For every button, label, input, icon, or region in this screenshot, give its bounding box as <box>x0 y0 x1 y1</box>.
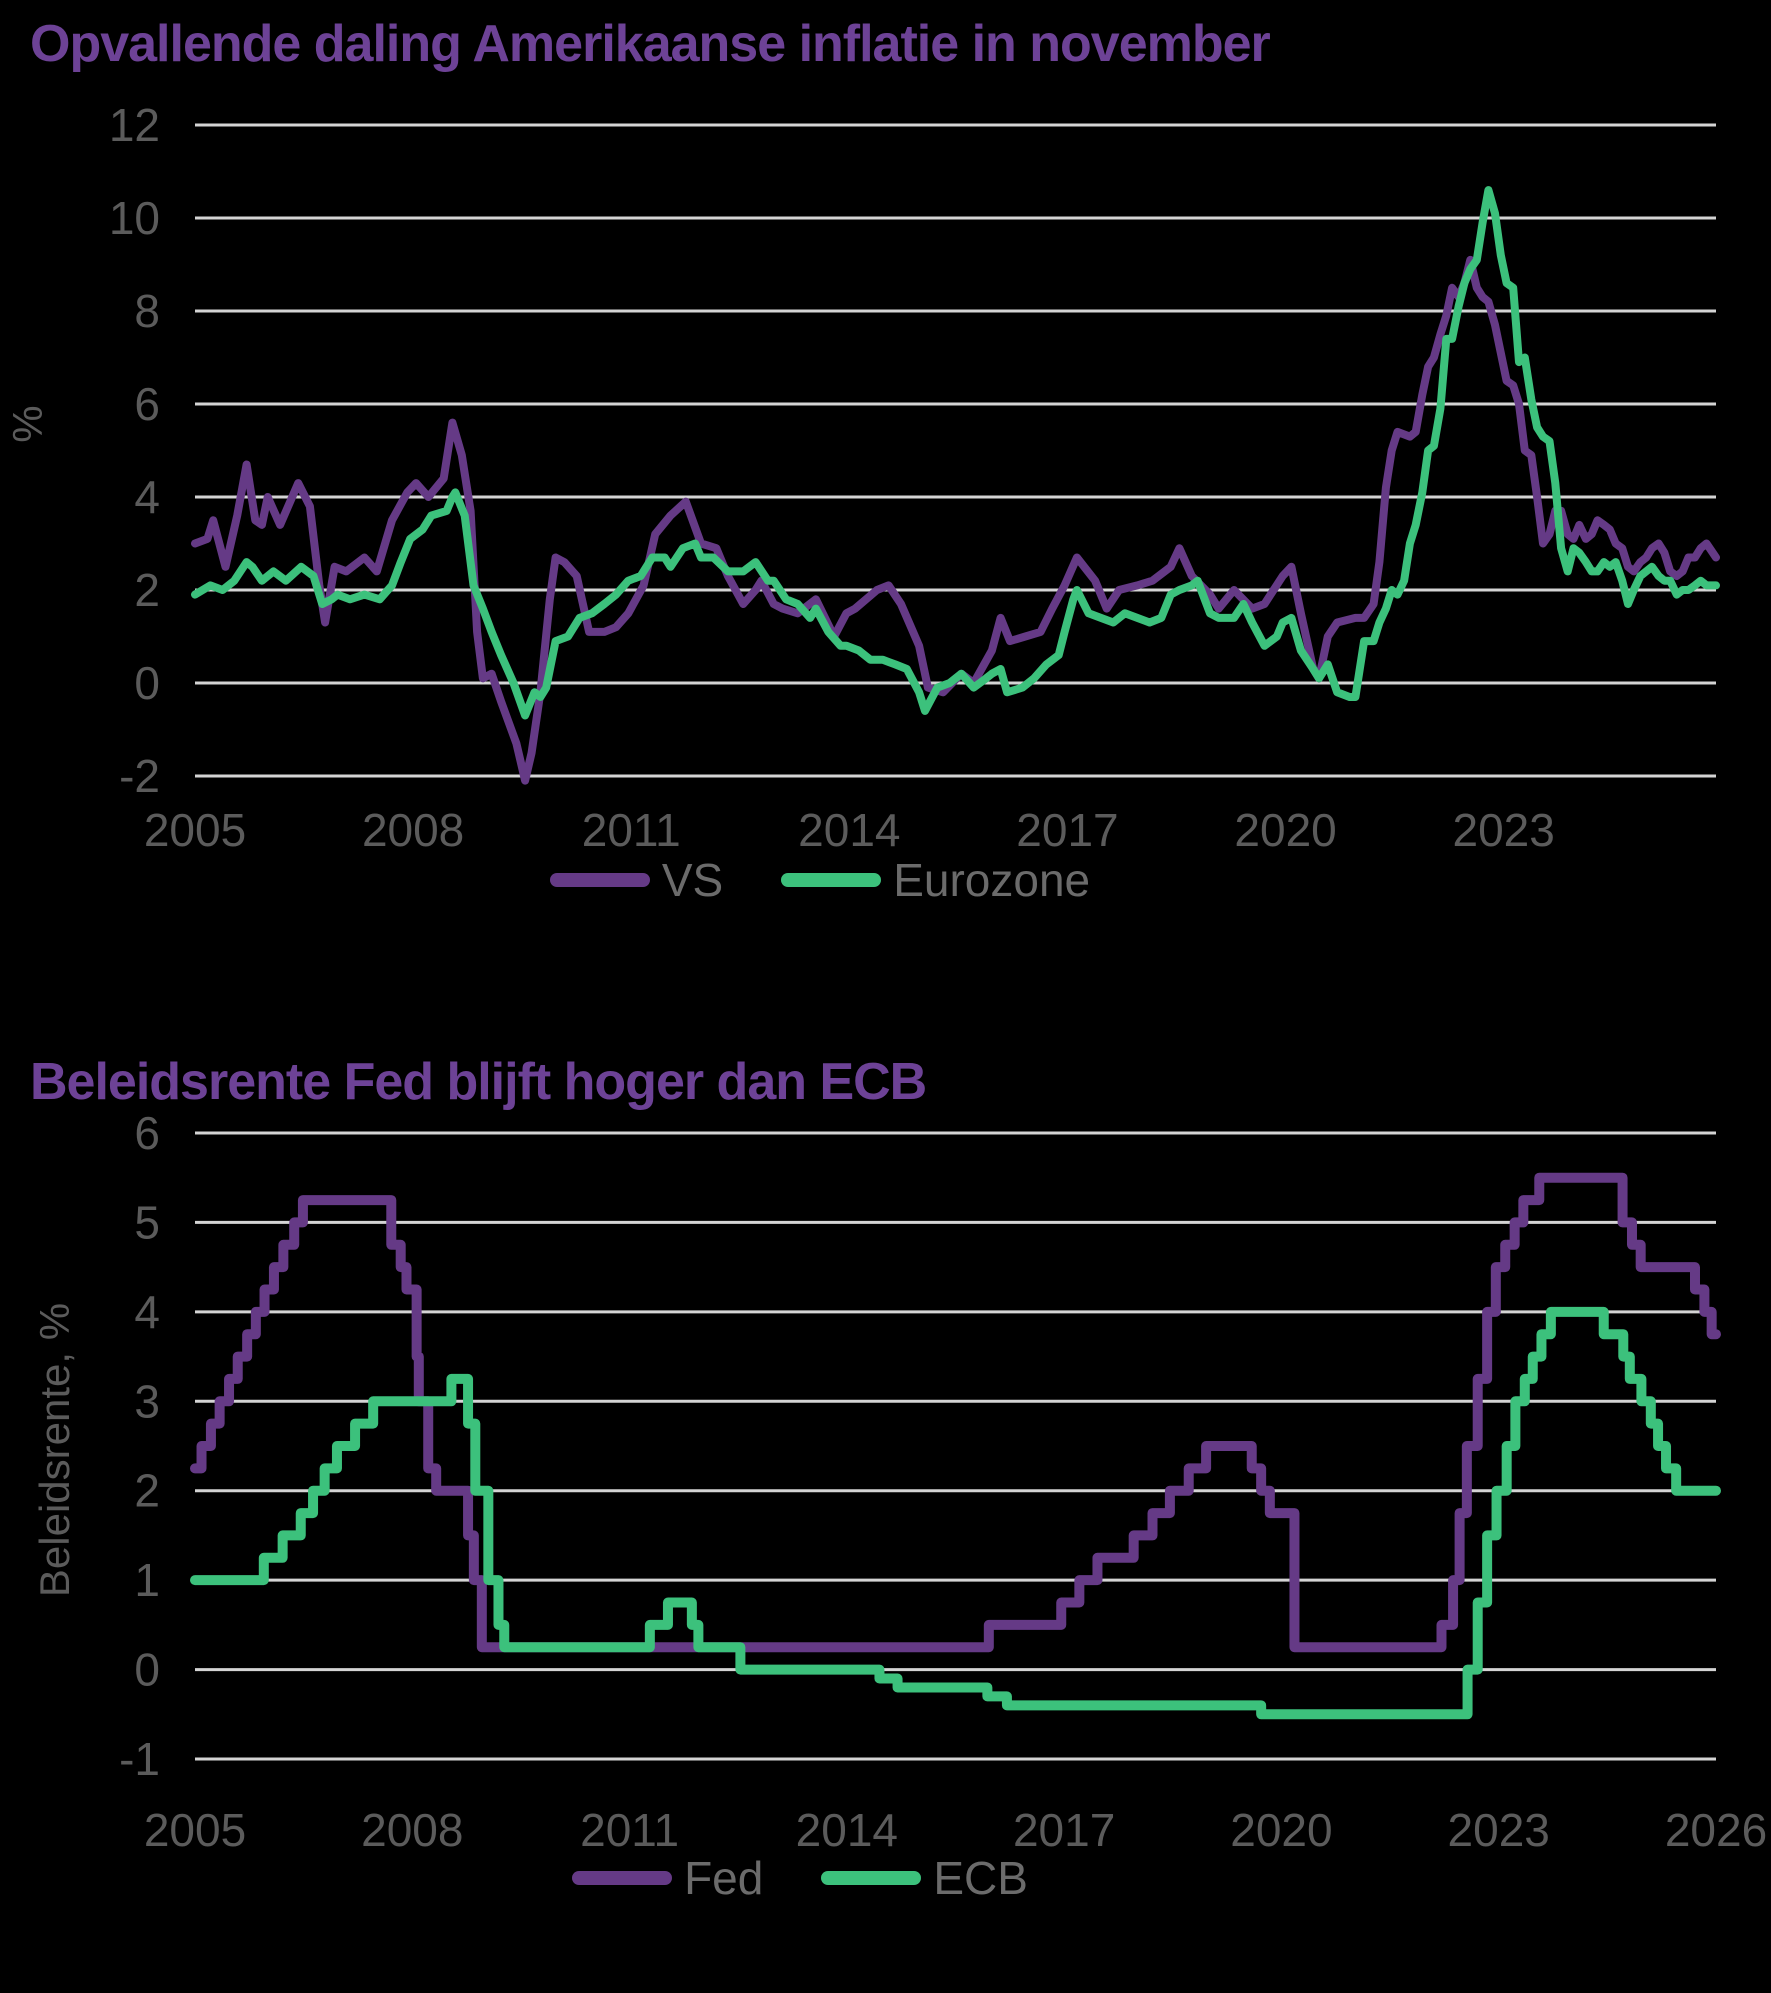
x-tick-label: 2011 <box>582 804 681 856</box>
y-tick-label: -2 <box>119 750 160 802</box>
y-tick-label: 1 <box>134 1554 160 1606</box>
y-tick-label: 12 <box>109 99 160 151</box>
x-tick-label: 2011 <box>580 1804 679 1856</box>
eurozone-line-swatch-icon <box>781 873 882 887</box>
fed-line-swatch-icon <box>572 1871 673 1885</box>
x-tick-label: 2026 <box>1665 1804 1767 1856</box>
legend-label-ecb: ECB <box>933 1852 1028 1904</box>
y-tick-label: 0 <box>134 1644 160 1696</box>
vs-line-swatch-icon <box>549 873 650 887</box>
series-line-fed <box>190 1172 1721 1653</box>
ecb-line-swatch-icon <box>821 1871 922 1885</box>
legend-item-eurozone: Eurozone <box>781 853 1090 907</box>
y-tick-label: 3 <box>134 1375 160 1427</box>
x-tick-label: 2008 <box>362 804 464 856</box>
chart2-title: Beleidsrente Fed blijft hoger dan ECB <box>30 1053 927 1111</box>
x-tick-label: 2005 <box>144 804 246 856</box>
chart1-title: Opvallende daling Amerikaanse inflatie i… <box>30 15 1271 73</box>
legend-label-eurozone: Eurozone <box>893 854 1091 906</box>
series-line-ecb <box>190 1306 1721 1720</box>
y-tick-label: 6 <box>134 1107 160 1159</box>
legend-item-vs: VS <box>549 853 724 907</box>
series-line-vs <box>191 255 1720 785</box>
y-tick-label: 10 <box>109 192 160 244</box>
x-tick-label: 2005 <box>144 1804 246 1856</box>
series-line-eurozone <box>191 186 1720 720</box>
y-tick-label: 4 <box>134 1286 160 1338</box>
x-tick-label: 2020 <box>1230 1804 1332 1856</box>
x-tick-label: 2014 <box>798 804 900 856</box>
y-tick-label: 0 <box>134 657 160 709</box>
y-tick-label: -1 <box>119 1733 160 1785</box>
y-tick-label: 4 <box>134 471 160 523</box>
chart2-y-axis-label: Beleidsrente, % <box>31 1302 78 1598</box>
x-tick-label: 2008 <box>361 1804 463 1856</box>
x-tick-label: 2014 <box>796 1804 898 1856</box>
chart1-legend: VS Eurozone <box>0 853 1640 907</box>
legend-item-ecb: ECB <box>821 1851 1028 1905</box>
y-tick-label: 2 <box>134 1465 160 1517</box>
y-tick-label: 6 <box>134 378 160 430</box>
legend-label-fed: Fed <box>684 1852 764 1904</box>
legend-label-vs: VS <box>661 854 724 906</box>
chart1-y-axis-label: % <box>4 405 51 443</box>
y-tick-label: 5 <box>134 1196 160 1248</box>
y-tick-label: 2 <box>134 564 160 616</box>
y-tick-label: 8 <box>134 285 160 337</box>
legend-item-fed: Fed <box>572 1851 763 1905</box>
chart2-legend: Fed ECB <box>0 1851 1600 1905</box>
x-tick-label: 2023 <box>1448 1804 1550 1856</box>
x-tick-label: 2023 <box>1453 804 1555 856</box>
x-tick-label: 2017 <box>1013 1804 1115 1856</box>
x-tick-label: 2017 <box>1016 804 1118 856</box>
x-tick-label: 2020 <box>1234 804 1336 856</box>
